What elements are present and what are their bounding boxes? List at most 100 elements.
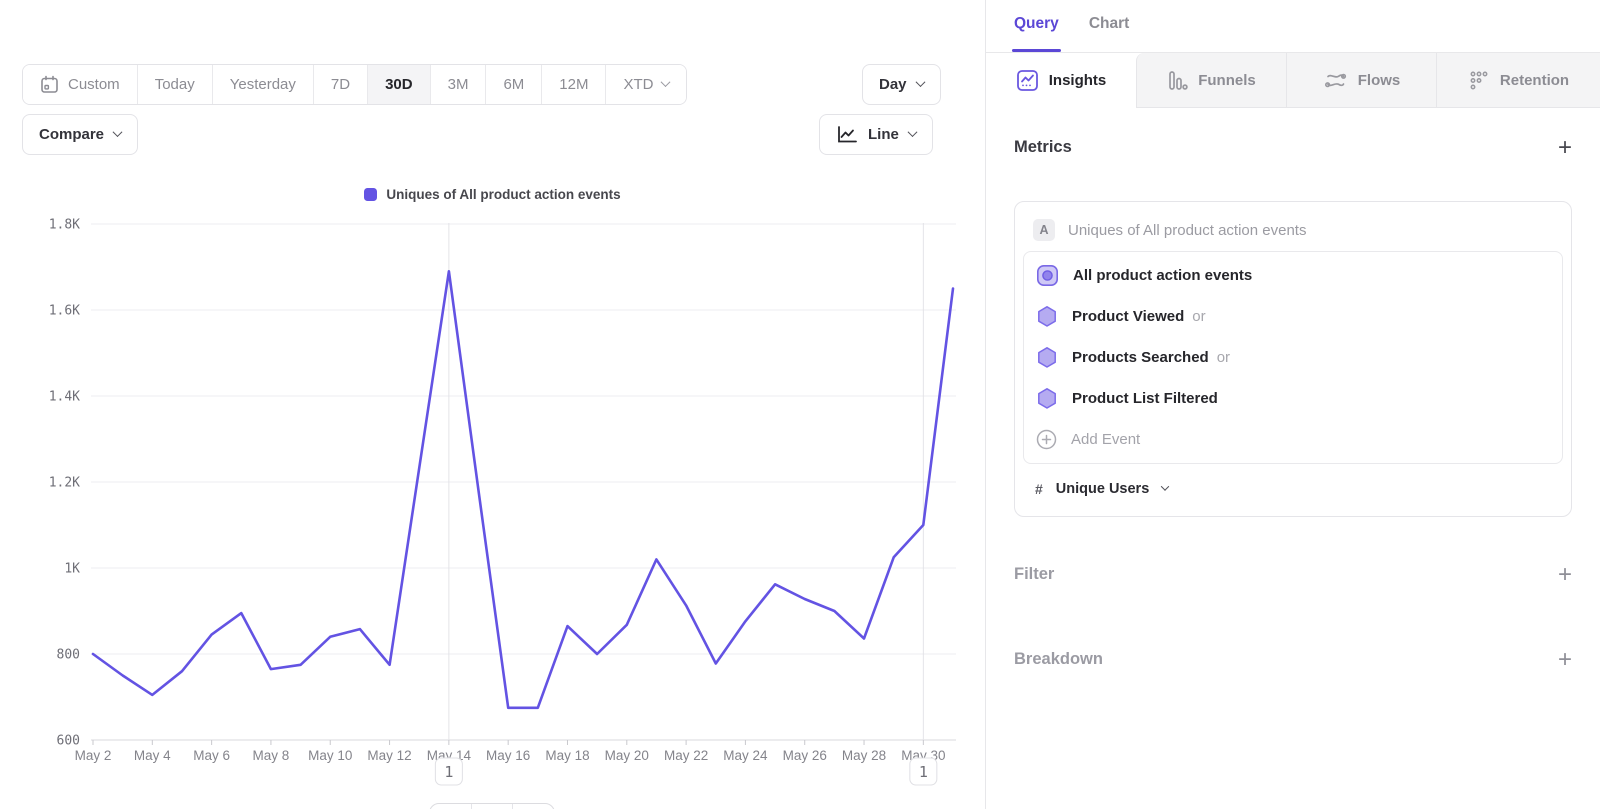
add-filter-button[interactable]: + [1557, 560, 1572, 588]
date-range-label: 3M [447, 76, 469, 93]
event-hexagon-icon [1036, 305, 1058, 328]
x-axis-label: May 22 [664, 748, 708, 763]
x-axis-label: May 26 [783, 748, 827, 763]
date-range-custom[interactable]: Custom [23, 65, 137, 104]
tab-retention[interactable]: Retention [1436, 53, 1600, 108]
date-range-label: 30D [385, 76, 413, 93]
annotation-badge[interactable] [434, 757, 463, 786]
event-label: Product Viewed [1072, 308, 1185, 325]
x-axis-label: May 8 [253, 748, 290, 763]
x-axis-label: May 6 [193, 748, 230, 763]
x-axis-label: May 20 [605, 748, 649, 763]
y-axis-label: 800 [57, 648, 80, 663]
date-range-6m[interactable]: 6M [485, 65, 542, 104]
date-range-12m[interactable]: 12M [541, 65, 606, 104]
date-range-control: Custom Today Yesterday 7D 30D 3M 6M 12M XTD [22, 64, 688, 105]
add-event-button[interactable]: Add Event [1024, 419, 1562, 460]
date-range-label: 7D [330, 76, 351, 93]
trend-line[interactable] [91, 270, 955, 710]
add-metric-button[interactable]: + [1557, 133, 1572, 161]
date-range-yesterday[interactable]: Yesterday [211, 65, 313, 104]
event-label: All product action events [1073, 267, 1253, 284]
date-range-3m[interactable]: 3M [429, 65, 486, 104]
x-axis-label: May 2 [75, 748, 112, 763]
date-range-label: XTD [623, 76, 654, 93]
funnels-icon [1167, 69, 1188, 92]
chevron-down-icon [112, 126, 123, 137]
tab-flows[interactable]: Flows [1286, 53, 1436, 108]
compare-dropdown[interactable]: Compare [22, 114, 139, 155]
date-range-xtd[interactable]: XTD [605, 65, 687, 104]
bottom-cut-control[interactable] [429, 803, 555, 809]
compare-label: Compare [39, 126, 105, 143]
event-row[interactable]: Product List Filtered [1024, 378, 1562, 419]
hash-icon: # [1035, 481, 1043, 497]
metrics-section-header: Metrics + [1014, 133, 1572, 161]
breakdown-title: Breakdown [1014, 650, 1103, 668]
event-row[interactable]: Products Searched or [1024, 337, 1562, 378]
date-range-label: Custom [68, 76, 120, 93]
panel-top-tabs: Query Chart [986, 0, 1600, 52]
legend-label: Uniques of All product action events [386, 187, 621, 202]
date-range-label: 6M [503, 76, 525, 93]
date-range-today[interactable]: Today [136, 65, 212, 104]
y-axis-label: 1.2K [49, 476, 80, 491]
y-axis-label: 1.4K [49, 390, 80, 405]
query-builder: Metrics + A Uniques of All product actio… [986, 133, 1600, 673]
series-letter-badge: A [1033, 219, 1055, 241]
line-chart-icon [836, 125, 858, 145]
all-events-icon [1036, 264, 1059, 287]
filter-title: Filter [1014, 565, 1055, 583]
events-list: All product action events Product Viewed o… [1023, 251, 1563, 464]
chevron-down-icon [915, 76, 925, 87]
y-axis-label: 1.6K [49, 304, 80, 319]
x-axis-label: May 12 [367, 748, 411, 763]
chart-type-dropdown[interactable]: Line [819, 114, 933, 155]
measure-selector[interactable]: # Unique Users [1023, 464, 1563, 516]
tab-label: Flows [1357, 71, 1401, 89]
tab-label: Insights [1048, 71, 1107, 89]
report-type-tabs: Insights Funnels Flows Retention [986, 52, 1600, 108]
annotation-badge[interactable] [909, 757, 938, 786]
breakdown-section-header: Breakdown + [1014, 645, 1572, 673]
granularity-label: Day [879, 76, 907, 93]
date-range-label: Today [154, 76, 195, 93]
x-axis-label: May 24 [723, 748, 768, 763]
tab-insights[interactable]: Insights [986, 53, 1136, 108]
event-row[interactable]: All product action events [1024, 255, 1562, 296]
filter-section-header: Filter + [1014, 560, 1572, 588]
legend-swatch [364, 188, 378, 201]
tab-label: Funnels [1198, 71, 1256, 89]
insights-icon [1016, 69, 1039, 92]
event-row[interactable]: Product Viewed or [1024, 296, 1562, 337]
event-label: Product List Filtered [1072, 390, 1218, 407]
chart-pane: Custom Today Yesterday 7D 30D 3M 6M 12M XTD Day … [0, 64, 985, 809]
event-hexagon-icon [1036, 387, 1058, 410]
tab-chart[interactable]: Chart [1088, 15, 1130, 32]
date-range-label: 12M [559, 76, 589, 93]
add-event-label: Add Event [1071, 431, 1141, 448]
add-breakdown-button[interactable]: + [1557, 645, 1572, 673]
retention-icon [1468, 69, 1490, 92]
date-range-7d[interactable]: 7D [312, 65, 368, 104]
metric-series-row[interactable]: A Uniques of All product action events [1023, 211, 1563, 251]
measure-label: Unique Users [1055, 481, 1150, 497]
chart-type-label: Line [868, 126, 899, 143]
event-conjunction: or [1192, 308, 1206, 325]
add-circle-icon [1036, 429, 1057, 450]
x-axis-label: May 16 [486, 748, 530, 763]
tab-label: Retention [1499, 71, 1570, 89]
y-axis-label: 1K [64, 562, 80, 577]
calendar-icon [40, 75, 59, 94]
granularity-dropdown[interactable]: Day [862, 64, 941, 105]
event-hexagon-icon [1036, 346, 1058, 369]
date-range-30d[interactable]: 30D [367, 65, 430, 104]
annotation-count: 1 [444, 763, 453, 781]
chart-legend[interactable]: Uniques of All product action events [0, 187, 985, 202]
tab-funnels[interactable]: Funnels [1136, 53, 1286, 108]
tab-query[interactable]: Query [1012, 15, 1061, 52]
event-label: Products Searched [1072, 349, 1209, 366]
series-label: Uniques of All product action events [1068, 221, 1307, 239]
